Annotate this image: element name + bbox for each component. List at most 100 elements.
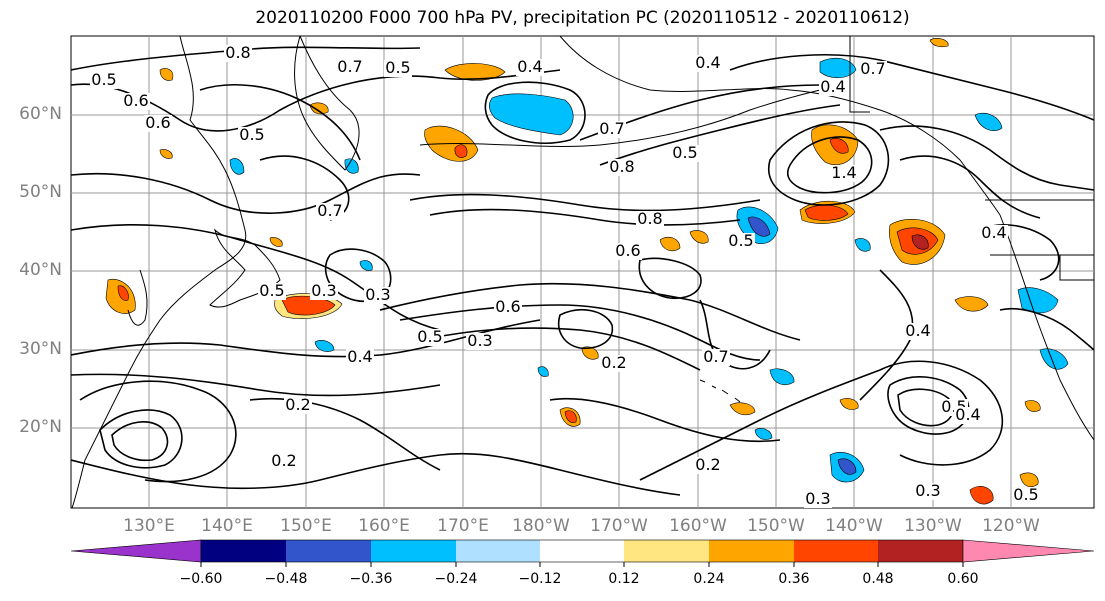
colorbar-tick-label: −0.24 <box>434 571 478 587</box>
longitude-label: 160°W <box>669 516 727 536</box>
colorbar-tick-label: 0.24 <box>693 571 725 587</box>
contour-label: 0.4 <box>820 77 845 96</box>
contour-line <box>71 172 421 214</box>
colorbar-tick-label: 0.36 <box>778 571 810 587</box>
contour-label: 0.2 <box>285 395 310 414</box>
latitude-label: 40°N <box>19 260 62 280</box>
precip-shading <box>105 38 1069 505</box>
contour-line <box>639 369 881 481</box>
aleutians-coast <box>419 89 821 147</box>
latitude-label: 30°N <box>19 339 62 359</box>
kamchatka-coast <box>294 36 360 171</box>
contour-line <box>429 208 741 226</box>
contour-label-bg <box>316 203 344 220</box>
contour-line <box>99 409 183 469</box>
korea-coast <box>127 269 148 326</box>
contour-label: 0.8 <box>637 209 662 228</box>
contour-label: 0.5 <box>1013 485 1038 504</box>
colorbar-extend-high <box>962 539 1095 563</box>
contour-label: 0.2 <box>271 451 296 470</box>
colorbar-cell <box>709 540 794 562</box>
contour-label-bg <box>608 159 636 176</box>
contour-label: 0.4 <box>347 347 372 366</box>
contour-label-bg <box>636 211 664 228</box>
longitude-label: 140°W <box>825 516 883 536</box>
contour-label-bg <box>914 483 942 500</box>
longitude-label: 130°E <box>123 516 175 536</box>
contour-line <box>409 193 761 212</box>
contour-line <box>549 397 781 443</box>
contour-label: 0.3 <box>805 489 830 508</box>
colorbar-tick-label: −0.12 <box>518 571 562 587</box>
colorbar-tick-label: −0.48 <box>264 571 308 587</box>
contour-line <box>71 454 441 490</box>
contour-label: 0.3 <box>365 285 390 304</box>
contour-line <box>379 282 801 341</box>
colorbar-tick-marks <box>200 562 964 567</box>
contour-label: 0.7 <box>860 59 885 78</box>
colorbar-cell <box>878 540 963 562</box>
contour-line <box>111 421 169 462</box>
contour-line <box>638 257 702 300</box>
contour-label-bg <box>694 55 722 72</box>
contour-label: 0.5 <box>672 143 697 162</box>
contour-line <box>419 327 701 371</box>
contour-label-bg <box>804 491 832 508</box>
colorbar-cell <box>201 540 286 562</box>
colorbar-extend-low <box>70 539 202 563</box>
contour-line <box>768 121 890 206</box>
colorbar-cell <box>624 540 709 562</box>
longitude-label: 160°E <box>358 516 410 536</box>
contour-label: 0.5 <box>239 125 264 144</box>
contour-label-bg <box>600 355 628 372</box>
contour-label: 0.3 <box>311 281 336 300</box>
contour-label: 0.5 <box>728 231 753 250</box>
contour-line <box>439 452 681 496</box>
contour-labels: 0.8 0.7 0.5 0.4 0.4 0.6 0.5 0.6 0.5 0.7 0.8 0.5 0.4 0… <box>90 43 1040 508</box>
contour-label-bg <box>954 407 982 424</box>
colorbar-cell <box>456 540 540 562</box>
latitude-label: 60°N <box>19 104 62 124</box>
longitude-label: 140°E <box>201 516 253 536</box>
contour-label-bg <box>980 225 1008 242</box>
colorbar-tick-label: −0.60 <box>179 571 223 587</box>
hawaii <box>699 379 741 403</box>
contour-line <box>786 136 873 194</box>
colorbar-cell <box>286 540 371 562</box>
contour-label: 0.5 <box>91 70 116 89</box>
contour-label: 0.6 <box>495 297 520 316</box>
colorbar-cell <box>540 540 624 562</box>
contour-label-bg <box>144 115 172 132</box>
contour-label-bg <box>494 299 522 316</box>
contour-label: 0.4 <box>981 223 1006 242</box>
contour-label-bg <box>702 349 730 366</box>
contour-label-bg <box>819 79 847 96</box>
map-title: 2020110200 F000 700 hPa PV, precipitatio… <box>255 8 910 28</box>
contour-label: 0.3 <box>467 331 492 350</box>
contour-label: 0.4 <box>517 57 542 76</box>
longitude-label: 180°W <box>512 516 570 536</box>
contour-line <box>999 307 1094 351</box>
contour-label-bg <box>598 121 626 138</box>
na-west-coast <box>999 214 1094 441</box>
pv-contours <box>71 46 1094 496</box>
coastlines <box>71 36 1094 508</box>
contour-label: 0.5 <box>259 281 284 300</box>
contour-line <box>79 380 237 483</box>
contour-label-bg <box>270 453 298 470</box>
colorbar-cell <box>794 540 878 562</box>
contour-label: 0.3 <box>915 481 940 500</box>
contour-line <box>259 155 350 221</box>
colorbar-cell <box>371 540 456 562</box>
alaska-coast <box>559 36 1001 216</box>
contour-line <box>558 309 614 350</box>
contour-line <box>71 319 541 358</box>
contour-line <box>879 125 1094 191</box>
contour-label-bg <box>238 127 266 144</box>
contour-label: 0.4 <box>905 321 930 340</box>
contour-label: 0.2 <box>695 455 720 474</box>
contour-label-bg <box>122 93 150 110</box>
latitude-label: 20°N <box>19 417 62 437</box>
colorbar-tick-label: 0.12 <box>608 571 640 587</box>
